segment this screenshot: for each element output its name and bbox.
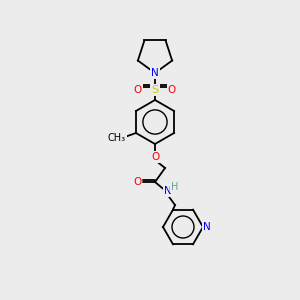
Text: N: N [151, 68, 159, 78]
Text: O: O [168, 85, 176, 95]
Text: N: N [203, 222, 211, 232]
Text: CH₃: CH₃ [108, 133, 126, 143]
Text: O: O [133, 177, 141, 187]
Text: O: O [134, 85, 142, 95]
Text: S: S [152, 85, 159, 95]
Text: H: H [171, 182, 179, 192]
Text: O: O [151, 152, 159, 162]
Text: N: N [164, 186, 172, 196]
